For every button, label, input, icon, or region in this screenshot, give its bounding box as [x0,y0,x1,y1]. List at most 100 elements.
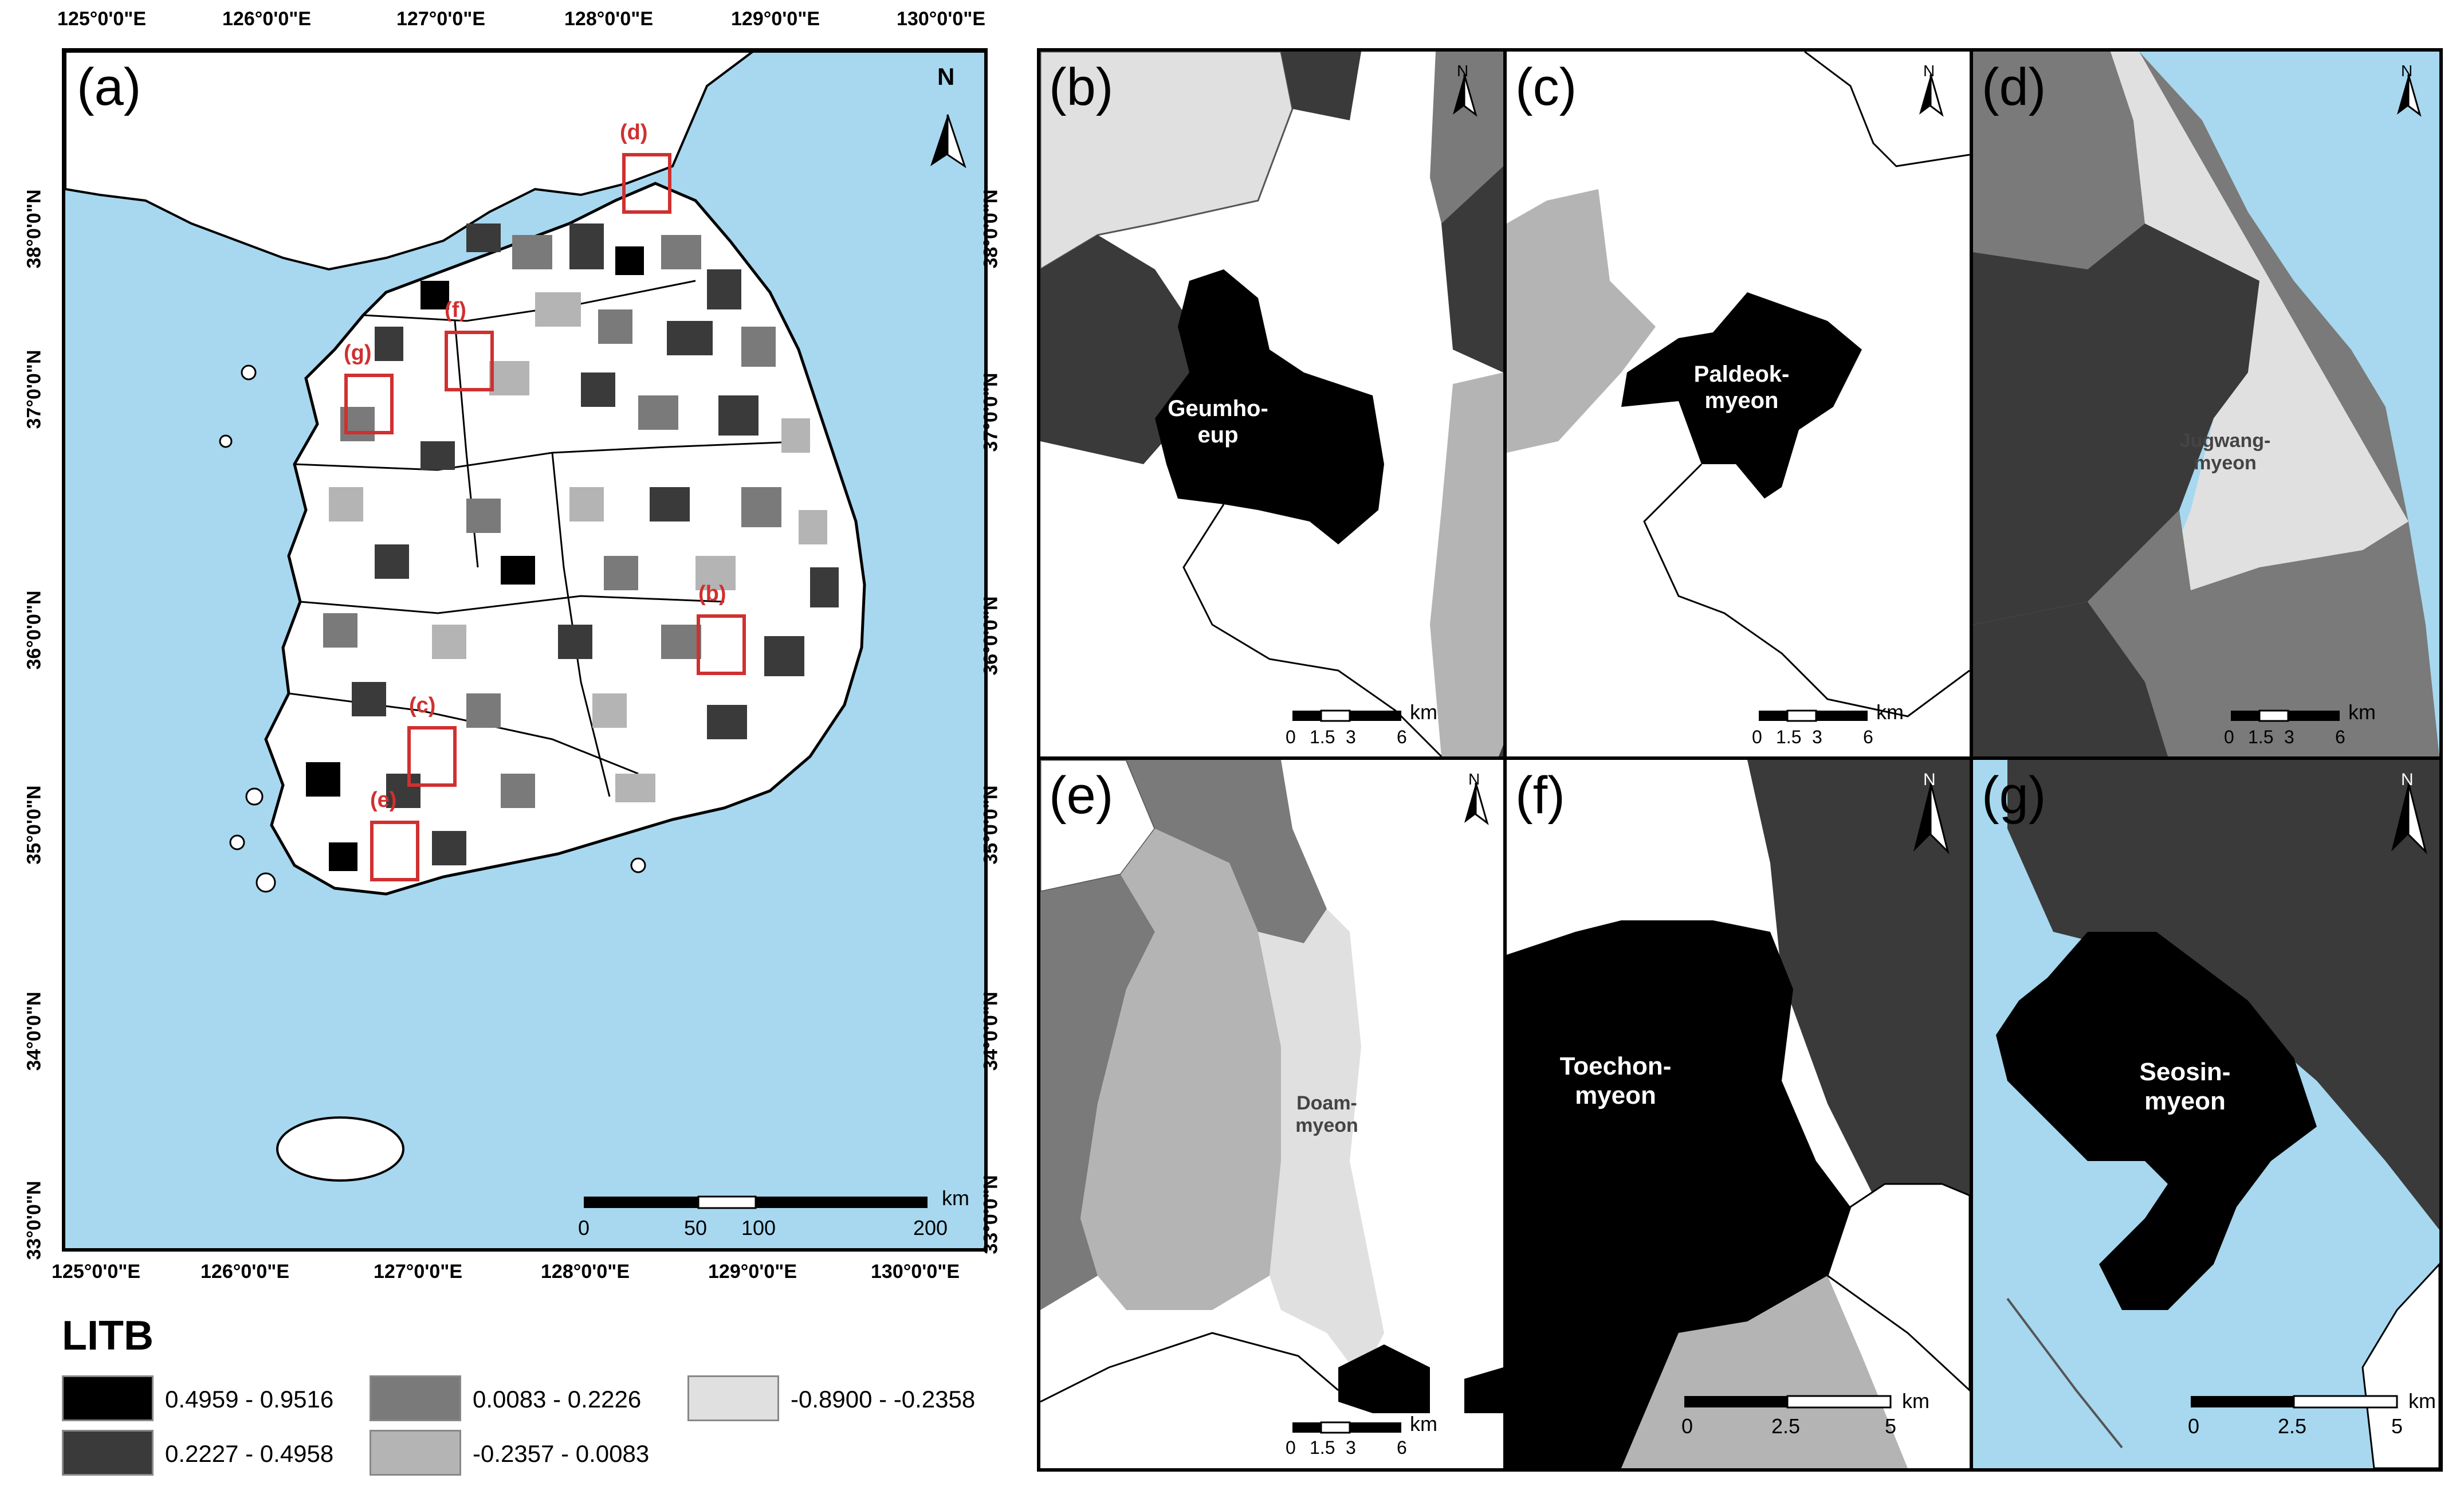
scale-tick: 2.5 [1771,1414,1801,1438]
scale-unit: km [2408,1389,2436,1413]
scale-tick: 6 [1863,727,1873,747]
scale-tick: 6 [1397,727,1407,747]
lon-label: 127°0'0"E [396,8,486,30]
north-arrow-icon [1913,782,1950,854]
lat-label: 36°0'0"N [23,590,45,670]
box-label-g: (g) [344,341,372,365]
north-label: N [2401,770,2414,789]
box-label-c: (c) [409,693,436,717]
panel-g: (g) N Seosin- myeon km 0 2.5 5 [1970,756,2443,1472]
lat-label: 35°0'0"N [980,785,1002,865]
north-label: N [2401,62,2413,80]
legend-swatch-4 [370,1430,461,1476]
lon-label: 130°0'0"E [871,1261,960,1283]
legend-label-3: 0.0083 - 0.2226 [473,1386,642,1413]
north-label: N [1923,62,1935,80]
scale-tick: 2.5 [2278,1414,2307,1438]
district-patches [306,223,839,871]
scale-tick: 3 [1812,727,1822,747]
scale-unit: km [1410,700,1437,724]
jeju-island [276,1116,404,1182]
north-arrow-icon [1464,782,1489,825]
place-name-toechon: Toechon- myeon [1559,1052,1672,1109]
scale-tick: 50 [684,1216,708,1240]
lat-label: 37°0'0"N [980,372,1002,452]
scale-bar [584,1195,928,1209]
north-label: N [1923,770,1936,789]
lat-label: 33°0'0"N [23,1181,45,1260]
legend-label-2: 0.2227 - 0.4958 [165,1440,334,1467]
place-name-seosin: Seosin- myeon [2139,1058,2231,1115]
scale-tick: 3 [1346,1437,1356,1458]
scale-tick: 0 [2188,1414,2200,1438]
panel-f-map [1507,760,1970,1468]
scale-tick: 6 [1397,1437,1407,1458]
lat-label: 36°0'0"N [980,596,1002,676]
scale-unit: km [942,1186,969,1210]
box-g [344,374,394,434]
box-label-b: (b) [698,582,726,606]
scale-tick: 1.5 [1310,1437,1335,1458]
panel-label-b: (b) [1049,58,1114,116]
scale-tick: 0 [1286,1437,1296,1458]
scale-unit: km [2348,700,2376,724]
panel-label-f: (f) [1515,766,1565,825]
scale-tick: 0 [1752,727,1762,747]
scale-tick: 0 [2224,727,2234,747]
scale-tick: 6 [2335,727,2345,747]
scale-tick: 5 [2391,1414,2403,1438]
panel-e-map [1040,760,1503,1434]
north-arrow-icon [1919,74,1944,117]
scale-tick: 0 [1286,727,1296,747]
legend-label-1: 0.4959 - 0.9516 [165,1386,334,1413]
south-korea-land [264,182,866,896]
panel-f: (f) N Toechon- myeon km 0 2.5 5 [1503,756,1973,1472]
legend-label-5: -0.8900 - -0.2358 [791,1386,976,1413]
legend-swatch-3 [370,1375,461,1421]
lat-label: 37°0'0"N [23,350,45,429]
lon-label: 129°0'0"E [708,1261,797,1283]
panel-c: (c) N Paldeok- myeon km 0 1.5 3 6 [1503,48,1973,760]
lat-label: 34°0'0"N [980,991,1002,1071]
box-e [370,821,419,881]
scale-tick: 3 [1346,727,1356,747]
lat-label: 38°0'0"N [980,189,1002,269]
panel-label-c: (c) [1515,58,1577,116]
lon-label: 126°0'0"E [222,8,312,30]
scale-tick: 1.5 [2248,727,2274,747]
scale-tick: 200 [913,1216,948,1240]
main-map-frame: (a) N (d) (f) (g) (b) (c) (e) km 0 50 10… [62,48,988,1252]
box-label-e: (e) [370,788,397,812]
lat-label: 38°0'0"N [23,189,45,269]
korea-map-svg [65,52,984,1209]
legend-swatch-2 [62,1430,154,1476]
north-arrow-icon [1453,74,1477,117]
box-f [445,331,494,391]
scale-tick: 1.5 [1310,727,1335,747]
box-label-d: (d) [620,120,648,144]
panel-label-d: (d) [1982,58,2046,116]
box-c [407,726,457,787]
box-b [697,614,746,675]
lon-label: 127°0'0"E [374,1261,463,1283]
place-name-geumho: Geumho- eup [1168,396,1268,448]
north-label: N [937,63,955,90]
scale-unit: km [1410,1412,1437,1436]
scale-tick: 0 [1681,1414,1693,1438]
north-label: N [1468,770,1480,788]
scale-tick: 100 [741,1216,776,1240]
panel-e: (e) N Doam- myeon km 0 1.5 3 6 [1037,756,1507,1472]
panel-d: (d) N Jugwang- myeon km 0 1.5 3 6 [1970,48,2443,760]
scale-tick: 1.5 [1776,727,1802,747]
lon-label: 129°0'0"E [731,8,820,30]
legend-label-4: -0.2357 - 0.0083 [473,1440,650,1467]
place-name-paldeok: Paldeok- myeon [1693,362,1790,413]
lon-label: 125°0'0"E [52,1261,141,1283]
lon-label: 128°0'0"E [564,8,654,30]
lon-label: 125°0'0"E [57,8,147,30]
lon-label: 126°0'0"E [201,1261,290,1283]
legend-title: LITB [62,1313,154,1359]
legend-swatch-5 [687,1375,779,1421]
lat-label: 34°0'0"N [23,991,45,1071]
place-name-jugwang: Jugwang- myeon [2179,430,2271,475]
